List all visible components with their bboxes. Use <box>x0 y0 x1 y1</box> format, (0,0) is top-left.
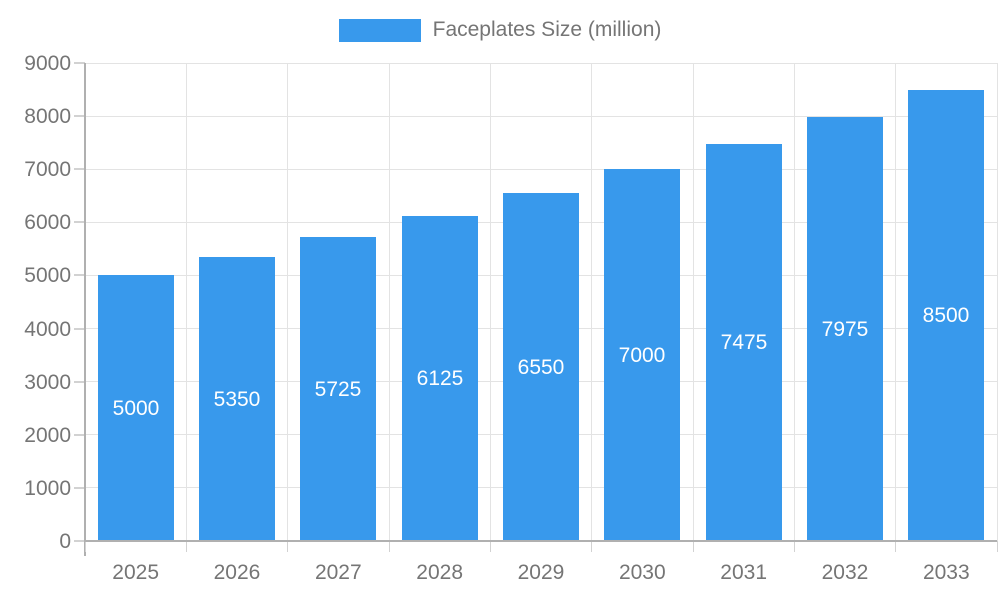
x-tick-label-2031: 2031 <box>720 561 768 584</box>
y-tick-label: 4000 <box>24 317 71 341</box>
bar-2028[interactable]: 6125 <box>402 216 478 541</box>
x-tick-mark <box>996 541 998 552</box>
y-tick-mark <box>74 540 85 542</box>
y-tick-mark <box>74 274 85 277</box>
bar-value-label: 8500 <box>922 304 970 327</box>
y-gridline <box>85 62 997 64</box>
y-tick-mark <box>74 486 85 489</box>
bar-2025[interactable]: 5000 <box>98 275 174 541</box>
legend-swatch <box>338 18 421 42</box>
x-tick-mark <box>591 541 593 552</box>
x-tick-mark <box>84 541 86 552</box>
x-tick-mark <box>388 541 390 552</box>
bar-value-label: 5350 <box>213 387 261 411</box>
y-tick-mark <box>74 221 85 224</box>
x-tick-label-2026: 2026 <box>213 561 261 584</box>
bar-2030[interactable]: 7000 <box>604 169 680 541</box>
y-tick-label: 2000 <box>24 423 71 447</box>
x-axis-line <box>85 540 997 542</box>
y-tick-mark <box>74 62 85 64</box>
bar-2026[interactable]: 5350 <box>199 257 275 541</box>
y-tick-label: 7000 <box>24 158 71 182</box>
bar-2033[interactable]: 8500 <box>908 90 984 541</box>
x-tick-label-2028: 2028 <box>416 561 464 584</box>
y-tick-label: 1000 <box>24 476 71 500</box>
y-tick-label: 0 <box>59 530 71 553</box>
bar-value-label: 7975 <box>821 317 869 341</box>
x-gridline <box>185 63 187 541</box>
bar-value-label: 5725 <box>314 377 362 401</box>
y-tick-mark <box>74 380 85 383</box>
x-tick-mark <box>793 541 795 552</box>
bar-value-label: 7475 <box>720 331 768 354</box>
x-tick-label-2029: 2029 <box>517 561 565 584</box>
x-gridline <box>996 63 998 541</box>
bar-value-label: 5000 <box>112 396 160 420</box>
bar-2029[interactable]: 6550 <box>503 193 579 541</box>
y-axis-line <box>84 63 86 556</box>
x-tick-label-2027: 2027 <box>314 561 362 584</box>
x-tick-mark <box>287 541 289 552</box>
bar-2031[interactable]: 7475 <box>706 144 782 541</box>
x-tick-mark <box>692 541 694 552</box>
y-tick-mark <box>74 327 85 330</box>
x-gridline <box>489 63 491 541</box>
x-tick-label-2033: 2033 <box>922 561 970 584</box>
bar-value-label: 6550 <box>517 355 565 379</box>
y-tick-mark <box>74 168 85 171</box>
legend[interactable]: Faceplates Size (million) <box>0 18 1000 42</box>
x-tick-mark <box>489 541 491 552</box>
legend-label: Faceplates Size (million) <box>432 18 662 41</box>
x-gridline <box>692 63 694 541</box>
plot-area: 5000 5350 5725 6125 6550 7000 7475 7975 8500 <box>85 62 998 541</box>
y-tick-label: 5000 <box>24 264 71 288</box>
x-gridline <box>591 63 593 541</box>
y-tick-label: 3000 <box>24 370 71 394</box>
y-gridline <box>85 115 997 117</box>
bar-2032[interactable]: 7975 <box>807 117 883 541</box>
x-tick-mark <box>185 541 187 552</box>
y-tick-label: 6000 <box>24 211 71 235</box>
y-tick-label: 8000 <box>24 105 71 129</box>
y-tick-label: 9000 <box>24 52 71 75</box>
x-gridline <box>793 63 795 541</box>
x-tick-label-2030: 2030 <box>618 561 666 584</box>
y-tick-mark <box>74 433 85 436</box>
x-gridline <box>388 63 390 541</box>
y-tick-mark <box>74 115 85 118</box>
x-tick-label-2025: 2025 <box>112 561 160 584</box>
x-tick-mark <box>895 541 897 552</box>
x-gridline <box>287 63 289 541</box>
y-gridline <box>85 168 997 170</box>
bar-2027[interactable]: 5725 <box>300 237 376 541</box>
x-gridline <box>895 63 897 541</box>
bar-value-label: 6125 <box>416 367 464 390</box>
bar-value-label: 7000 <box>618 343 666 367</box>
x-tick-label-2032: 2032 <box>821 561 869 584</box>
